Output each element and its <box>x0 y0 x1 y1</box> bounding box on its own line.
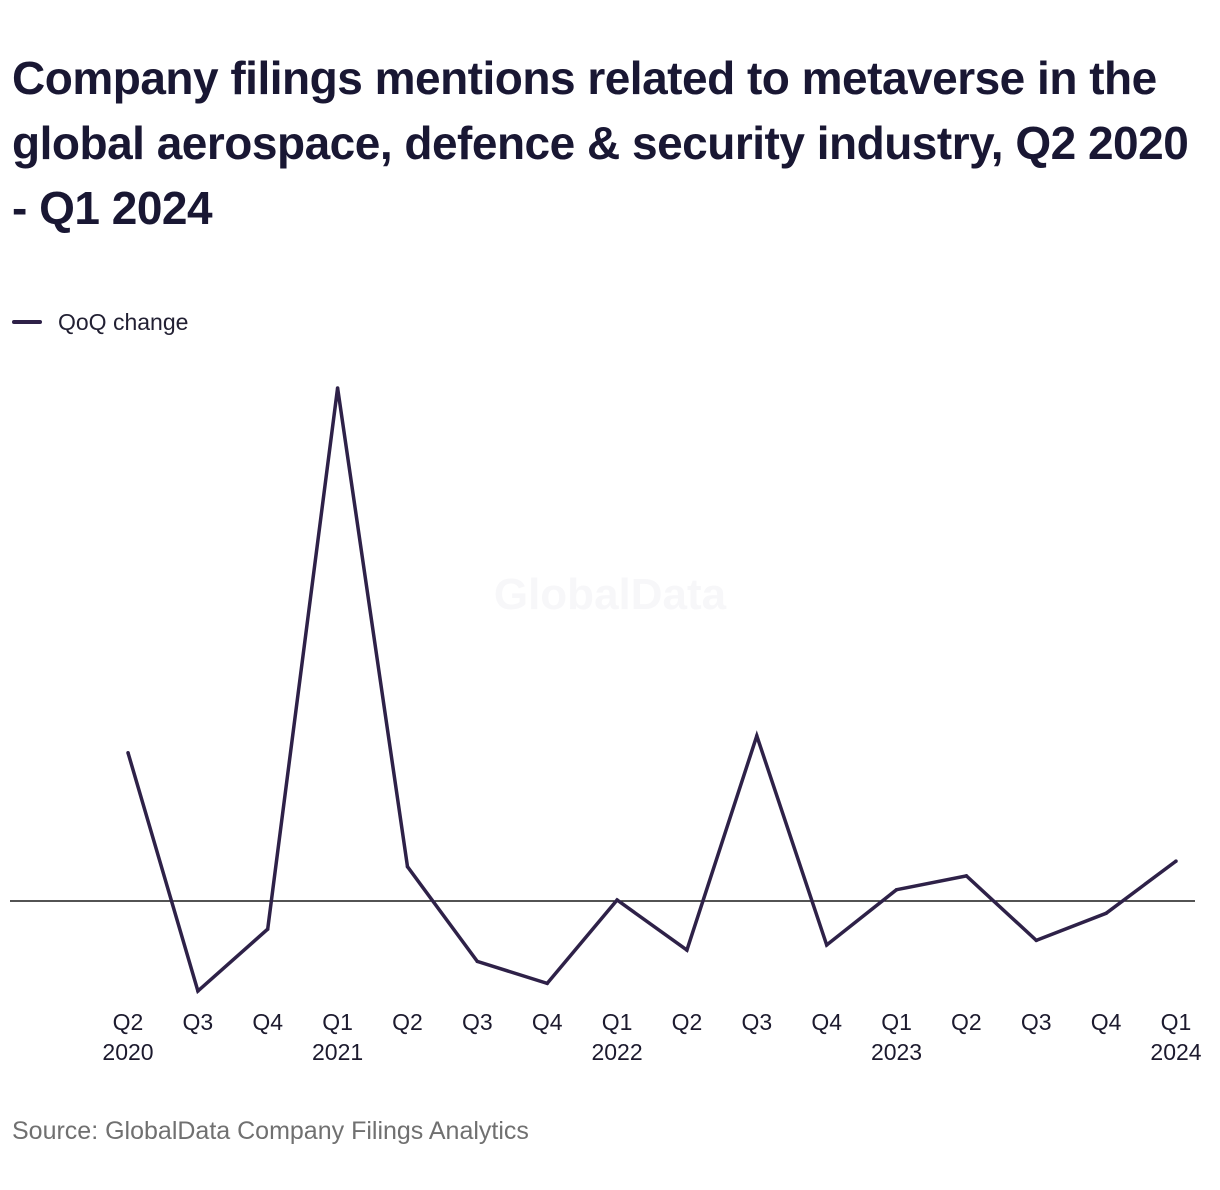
chart-legend: QoQ change <box>12 308 188 336</box>
x-tick-label-quarter: Q3 <box>1021 1009 1052 1035</box>
line-chart: Q2 2020 Q3 Q4 Q1 2021 Q2 Q3 Q4 Q1 2022 Q2 Q3 Q4 Q1 2023… <box>10 386 1202 1065</box>
x-tick-label-quarter: Q4 <box>252 1009 283 1035</box>
data-point <box>126 750 130 755</box>
x-tick-label-year: 2023 <box>871 1039 922 1065</box>
x-tick-label-quarter: Q2 <box>672 1009 703 1035</box>
x-tick-label-quarter: Q4 <box>1091 1009 1122 1035</box>
data-point <box>615 898 619 902</box>
data-point <box>475 959 480 964</box>
chart-title: Company filings mentions related to meta… <box>12 52 1189 234</box>
x-tick-label-quarter: Q1 <box>602 1009 633 1035</box>
data-point <box>1034 938 1039 943</box>
legend-label: QoQ change <box>58 308 189 335</box>
x-tick-label-quarter: Q1 <box>322 1009 353 1035</box>
data-point <box>964 874 969 878</box>
x-tick-label-quarter: Q1 <box>1161 1009 1192 1035</box>
x-tick-label-quarter: Q3 <box>741 1009 772 1035</box>
x-tick-label-year: 2021 <box>312 1039 363 1065</box>
data-point <box>265 927 270 931</box>
x-tick-label-year: 2020 <box>102 1039 153 1065</box>
x-tick-label-year: 2022 <box>591 1039 642 1065</box>
data-point <box>1174 859 1178 863</box>
legend-line-swatch <box>12 320 42 324</box>
x-tick-label-quarter: Q3 <box>462 1009 493 1035</box>
data-point <box>1104 911 1108 916</box>
data-point <box>894 887 899 892</box>
series-line-qoq-change <box>126 387 1178 995</box>
data-point <box>545 981 549 986</box>
x-tick-label-quarter: Q3 <box>183 1009 214 1035</box>
data-point <box>755 734 759 738</box>
data-point <box>335 386 340 390</box>
data-point <box>685 948 689 952</box>
data-point <box>405 864 410 869</box>
x-tick-label-quarter: Q2 <box>951 1009 982 1035</box>
data-point <box>824 943 829 947</box>
x-tick-label-quarter: Q2 <box>392 1009 423 1035</box>
data-point <box>196 989 200 993</box>
source-note: Source: GlobalData Company Filings Analy… <box>12 1117 529 1145</box>
x-tick-label-quarter: Q4 <box>532 1009 563 1035</box>
x-tick-label-quarter: Q2 <box>113 1009 144 1035</box>
x-tick-label-quarter: Q1 <box>881 1009 912 1035</box>
x-tick-label-quarter: Q4 <box>811 1009 842 1035</box>
x-tick-label-year: 2024 <box>1150 1039 1201 1065</box>
